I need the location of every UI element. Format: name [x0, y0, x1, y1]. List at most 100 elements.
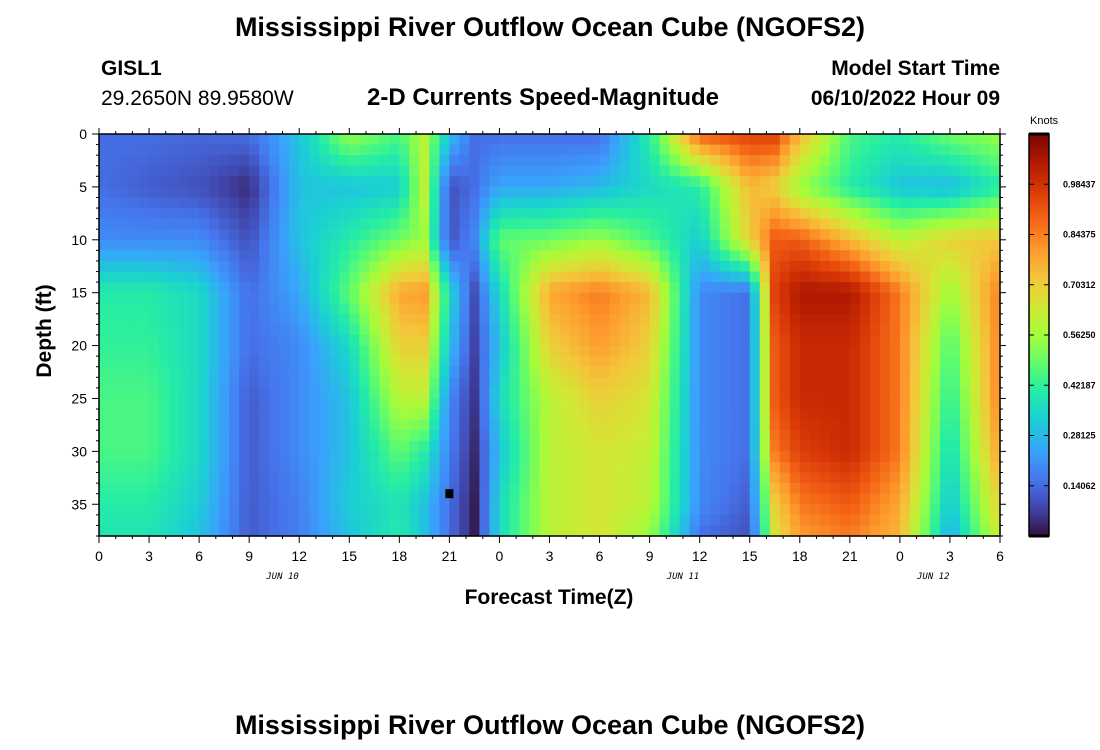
- heatmap-cell: [489, 472, 501, 484]
- heatmap-cell: [399, 440, 410, 452]
- heatmap-cell: [939, 239, 951, 251]
- heatmap-cell: [779, 260, 791, 273]
- heatmap-cell: [419, 282, 430, 294]
- heatmap-cell: [909, 229, 921, 241]
- heatmap-cell: [109, 239, 120, 251]
- heatmap-cell: [129, 282, 140, 294]
- heatmap-cell: [859, 398, 871, 410]
- heatmap-cell: [929, 493, 941, 505]
- heatmap-cell: [549, 525, 561, 537]
- heatmap-cell: [919, 409, 931, 421]
- heatmap-cell: [159, 377, 170, 389]
- heatmap-cell: [369, 197, 380, 209]
- heatmap-cell: [339, 229, 350, 241]
- heatmap-cell: [959, 356, 971, 368]
- heatmap-cell: [349, 335, 360, 347]
- heatmap-cell: [259, 366, 270, 378]
- heatmap-cell: [249, 514, 260, 527]
- heatmap-cell: [719, 430, 731, 442]
- heatmap-cell: [499, 514, 511, 527]
- heatmap-cell: [519, 218, 531, 230]
- heatmap-cell: [469, 387, 481, 400]
- heatmap-cell: [359, 525, 370, 537]
- heatmap-cell: [259, 461, 270, 474]
- heatmap-cell: [769, 493, 781, 505]
- heatmap-cell: [899, 451, 911, 463]
- heatmap-cell: [459, 377, 471, 389]
- heatmap-cell: [759, 218, 771, 230]
- heatmap-cell: [759, 461, 771, 474]
- heatmap-cell: [609, 514, 621, 527]
- heatmap-cell: [279, 461, 290, 474]
- heatmap-cell: [639, 461, 651, 474]
- heatmap-cell: [619, 430, 631, 442]
- heatmap-cell: [469, 419, 481, 431]
- heatmap-cell: [789, 461, 801, 474]
- heatmap-cell: [469, 483, 481, 495]
- heatmap-cell: [289, 282, 300, 294]
- heatmap-cell: [629, 345, 641, 357]
- heatmap-cell: [259, 155, 270, 167]
- heatmap-cell: [189, 356, 200, 368]
- heatmap-cell: [839, 514, 851, 527]
- heatmap-cell: [449, 292, 460, 304]
- heatmap-cell: [449, 483, 460, 495]
- heatmap-cell: [469, 472, 481, 484]
- heatmap-cell: [529, 324, 541, 336]
- heatmap-cell: [369, 440, 380, 452]
- x-tick-labels: 0 3 6 9 12 15 18 21 0 3 6 9 12 15 18 21 0 3 6: [95, 548, 1004, 564]
- heatmap-cell: [509, 292, 521, 304]
- heatmap-cell: [869, 165, 881, 177]
- heatmap-cell: [719, 493, 731, 505]
- heatmap-cell: [869, 493, 881, 505]
- heatmap-cell: [789, 313, 801, 326]
- heatmap-cell: [539, 292, 551, 304]
- heatmap-cell: [549, 186, 561, 199]
- heatmap-cell: [309, 271, 320, 283]
- heatmap-cell: [529, 366, 541, 378]
- heatmap-cell: [789, 366, 801, 378]
- heatmap-cell: [939, 165, 951, 177]
- heatmap-cell: [299, 176, 310, 188]
- heatmap-cell: [849, 461, 861, 474]
- heatmap-cell: [189, 144, 200, 156]
- heatmap-cell: [429, 345, 440, 357]
- heatmap-cell: [699, 504, 711, 516]
- heatmap-cell: [529, 313, 541, 326]
- heatmap-cell: [619, 197, 631, 209]
- heatmap-cell: [759, 514, 771, 527]
- heatmap-cell: [979, 165, 991, 177]
- heatmap-cell: [169, 419, 180, 431]
- heatmap-cell: [159, 250, 170, 262]
- heatmap-cell: [469, 208, 481, 220]
- heatmap-cell: [339, 525, 350, 537]
- heatmap-cell: [429, 461, 440, 474]
- heatmap-cell: [949, 271, 961, 283]
- heatmap-cell: [589, 186, 601, 199]
- heatmap-cell: [389, 335, 400, 347]
- heatmap-cell: [829, 398, 841, 410]
- heatmap-cell: [169, 271, 180, 283]
- heatmap-cell: [789, 303, 801, 315]
- heatmap-cell: [589, 493, 601, 505]
- heatmap-cell: [449, 409, 460, 421]
- heatmap-cell: [479, 483, 491, 495]
- heatmap-cell: [579, 260, 591, 273]
- heatmap-cell: [289, 208, 300, 220]
- heatmap-cell: [339, 483, 350, 495]
- heatmap-cell: [779, 493, 791, 505]
- heatmap-cell: [479, 144, 491, 156]
- heatmap-cell: [429, 451, 440, 463]
- heatmap-cell: [959, 387, 971, 400]
- heatmap-cell: [559, 303, 571, 315]
- heatmap-cell: [509, 387, 521, 400]
- heatmap-cell: [749, 208, 761, 220]
- heatmap-cell: [659, 134, 671, 146]
- heatmap-cell: [429, 165, 440, 177]
- heatmap-cell: [709, 165, 721, 177]
- heatmap-cell: [749, 366, 761, 378]
- heatmap-cell: [569, 398, 581, 410]
- heatmap-cell: [299, 260, 310, 273]
- heatmap-cell: [719, 303, 731, 315]
- heatmap-cell: [519, 186, 531, 199]
